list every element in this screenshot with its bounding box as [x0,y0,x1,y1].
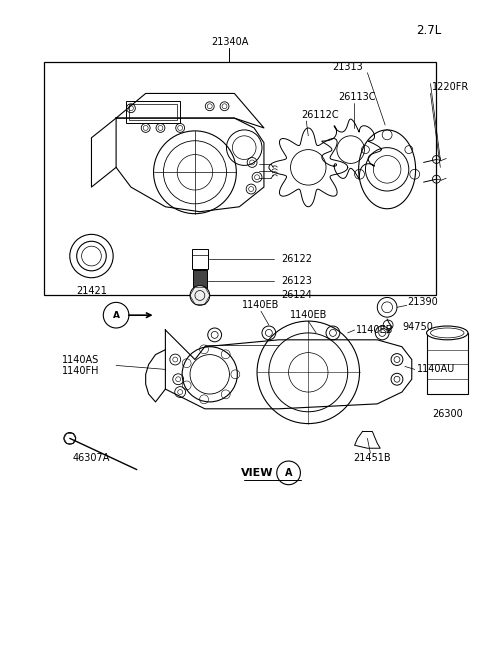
Text: 21313: 21313 [332,62,363,72]
Text: 26300: 26300 [432,409,463,419]
Text: 21340A: 21340A [211,37,248,47]
Circle shape [190,286,210,305]
Bar [126,102,180,123]
Text: 26113C: 26113C [338,92,375,102]
Text: VIEW: VIEW [241,468,274,478]
Bar [192,249,208,269]
Text: A: A [113,310,120,320]
Polygon shape [166,330,412,409]
Bar [193,270,207,288]
Text: 94750: 94750 [402,322,433,332]
Text: 26123: 26123 [282,276,312,286]
Text: 46307A: 46307A [73,453,110,463]
Ellipse shape [427,326,468,340]
Bar [427,333,468,394]
Ellipse shape [431,328,464,338]
Text: 1140AU: 1140AU [417,364,455,375]
Text: 2.7L: 2.7L [416,24,441,37]
Text: 1140FH: 1140FH [62,366,99,377]
Text: 1140EB: 1140EB [242,300,280,310]
Bar [44,62,436,295]
Text: 26122: 26122 [282,254,312,264]
Bar [129,104,177,120]
Text: A: A [285,468,292,478]
Text: 21451B: 21451B [354,453,391,463]
Text: 21390: 21390 [407,297,438,307]
Text: 1140EB: 1140EB [356,325,393,335]
Text: 1220FR: 1220FR [432,81,469,92]
Text: 21421: 21421 [76,286,107,295]
Text: 1140AS: 1140AS [62,354,99,365]
Text: 26124: 26124 [282,290,312,301]
Text: 1140EB: 1140EB [289,310,327,320]
Text: 26112C: 26112C [301,110,339,120]
